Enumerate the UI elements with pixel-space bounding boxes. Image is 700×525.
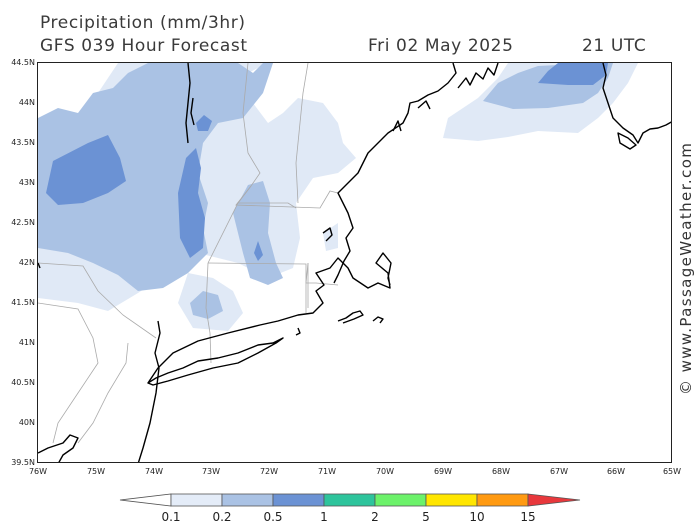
legend-swatch-high (527, 493, 581, 507)
legend-swatch-low (119, 493, 172, 507)
legend-swatch (323, 493, 376, 507)
lon-label: 75W (86, 467, 106, 476)
legend-label: 0.5 (263, 510, 283, 524)
lat-label: 40N (18, 418, 35, 427)
legend-label: 5 (422, 510, 430, 524)
lon-label: 71W (317, 467, 337, 476)
lat-label: 43N (18, 178, 35, 187)
legend-swatch (476, 493, 529, 507)
state-borders (38, 63, 339, 444)
legend-swatch (272, 493, 325, 507)
legend-label: 0.2 (212, 510, 232, 524)
forecast-time: 21 UTC (582, 36, 647, 56)
lat-label: 44.5N (11, 58, 35, 67)
lon-label: 74W (144, 467, 164, 476)
legend-label: 0.1 (161, 510, 181, 524)
lat-label: 42N (18, 258, 35, 267)
lon-label: 76W (28, 467, 48, 476)
forecast-date: Fri 02 May 2025 (368, 36, 514, 56)
map-canvas (38, 63, 671, 462)
coastline (38, 63, 671, 462)
legend-label: 10 (469, 510, 485, 524)
legend-swatch (221, 493, 274, 507)
precipitation-map (37, 62, 672, 463)
lat-label: 39.5N (11, 458, 35, 467)
lon-label: 67W (549, 467, 569, 476)
precip-heavy-area (46, 63, 608, 261)
legend-label: 1 (320, 510, 328, 524)
lon-label: 69W (433, 467, 453, 476)
site-credit: © www.PassageWeather.com (677, 141, 695, 395)
legend-swatch (170, 493, 223, 507)
lon-label: 73W (201, 467, 221, 476)
lon-label: 70W (375, 467, 395, 476)
lat-label: 41.5N (11, 298, 35, 307)
legend-swatch (374, 493, 427, 507)
lat-label: 42.5N (11, 218, 35, 227)
forecast-model: GFS 039 Hour Forecast (40, 36, 248, 56)
lon-label: 65W (662, 467, 682, 476)
lon-label: 66W (606, 467, 626, 476)
lat-label: 41N (18, 338, 35, 347)
legend-label: 2 (371, 510, 379, 524)
map-title: Precipitation (mm/3hr) (40, 13, 246, 33)
legend-swatch (425, 493, 478, 507)
legend-label: 15 (520, 510, 536, 524)
lon-label: 68W (491, 467, 511, 476)
lat-label: 40.5N (11, 378, 35, 387)
lon-label: 72W (259, 467, 279, 476)
lat-label: 43.5N (11, 138, 35, 147)
lat-label: 44N (18, 98, 35, 107)
